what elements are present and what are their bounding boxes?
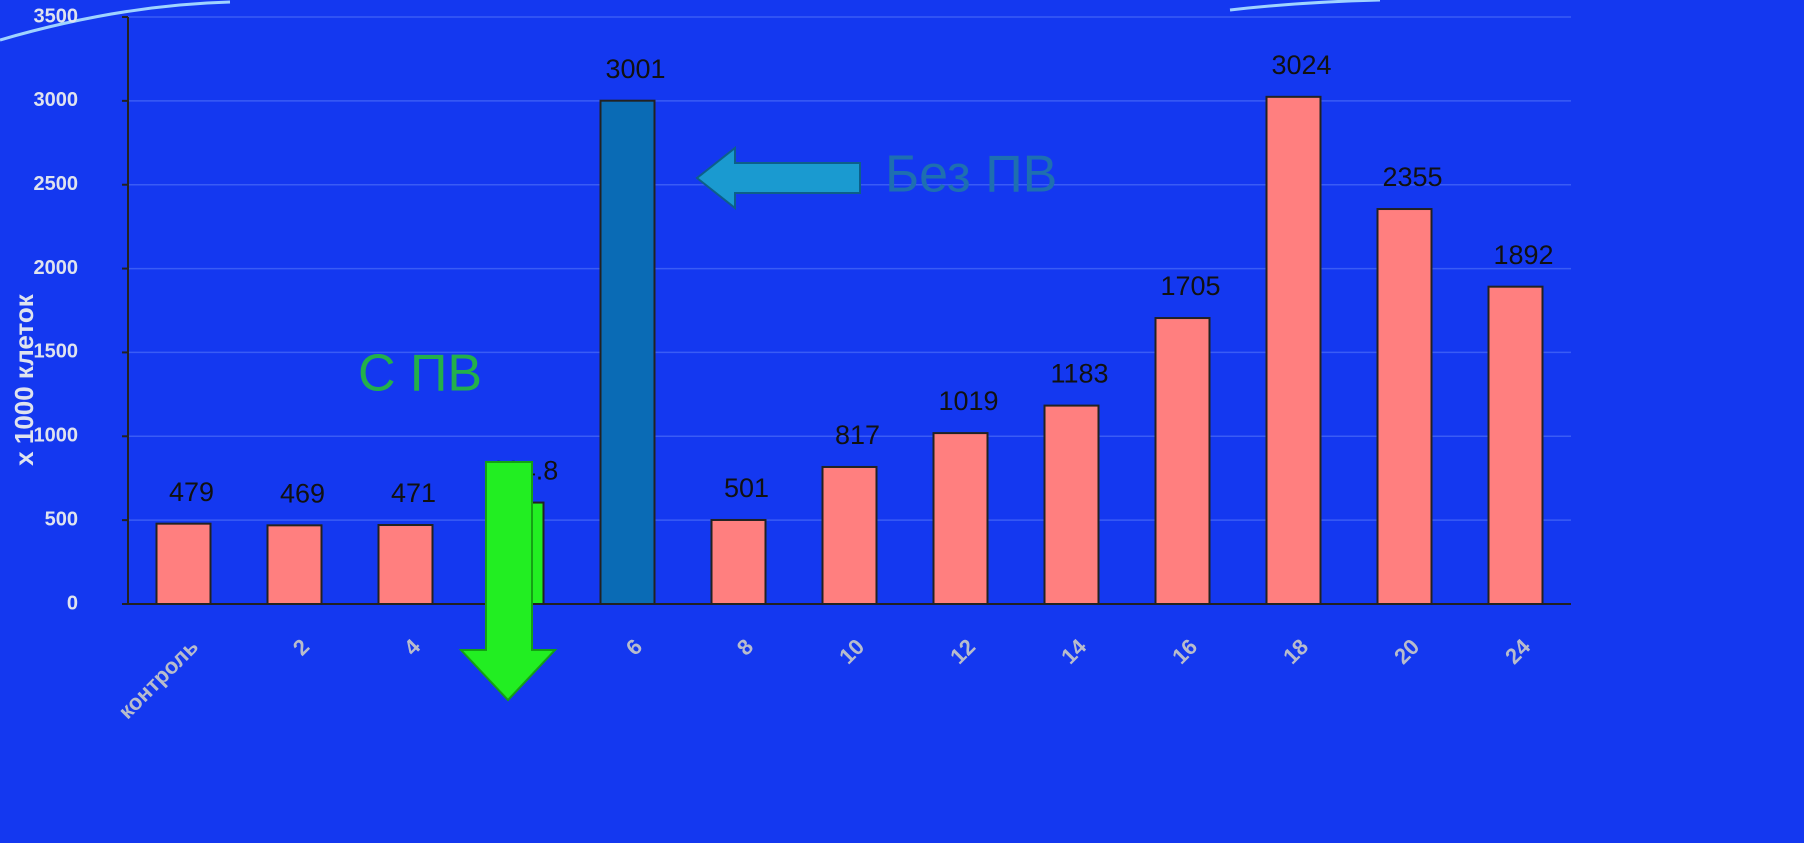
bar bbox=[932, 432, 989, 606]
value-label: 471 bbox=[391, 478, 436, 508]
y-tick-label: 1500 bbox=[34, 341, 79, 363]
bar bbox=[1154, 317, 1211, 605]
y-tick-label: 3500 bbox=[34, 5, 79, 27]
value-label: 3001 bbox=[605, 54, 665, 84]
y-tick-label: 500 bbox=[45, 508, 78, 530]
bars: контроль47924694471604.86300185011081712… bbox=[113, 50, 1553, 724]
arrow bbox=[458, 461, 558, 702]
y-tick-label: 1000 bbox=[34, 425, 79, 447]
bar bbox=[1376, 208, 1433, 605]
bar bbox=[1265, 95, 1322, 605]
bar bbox=[1487, 285, 1544, 605]
value-label: 3024 bbox=[1271, 50, 1331, 80]
decoration bbox=[0, 0, 231, 42]
y-tick-label: 0 bbox=[67, 592, 78, 614]
bar bbox=[710, 518, 767, 606]
annotation: Без ПВ bbox=[885, 146, 1057, 204]
y-tick-label: 3000 bbox=[34, 89, 79, 111]
value-label: 469 bbox=[280, 478, 325, 508]
value-label: 2355 bbox=[1382, 162, 1442, 192]
y-tick-label: 2500 bbox=[34, 173, 79, 195]
value-label: 1705 bbox=[1160, 271, 1220, 301]
value-label: 1183 bbox=[1050, 359, 1108, 389]
bar bbox=[1043, 404, 1100, 605]
value-label: 1892 bbox=[1493, 240, 1553, 270]
y-tick-label: 2000 bbox=[34, 257, 79, 279]
overlay bbox=[458, 461, 558, 702]
annotation: С ПВ bbox=[358, 345, 482, 403]
y-axis-label: х 1000 клеток bbox=[9, 293, 39, 466]
value-label: 501 bbox=[724, 473, 769, 503]
value-label: 817 bbox=[835, 420, 880, 450]
value-label: 1019 bbox=[938, 386, 998, 416]
bar bbox=[266, 524, 323, 605]
bar bbox=[377, 524, 434, 606]
bar bbox=[599, 99, 656, 606]
decoration bbox=[1229, 0, 1381, 12]
value-label: 479 bbox=[169, 477, 214, 507]
arrow bbox=[695, 145, 861, 211]
bar bbox=[155, 522, 212, 605]
bar bbox=[821, 465, 878, 605]
